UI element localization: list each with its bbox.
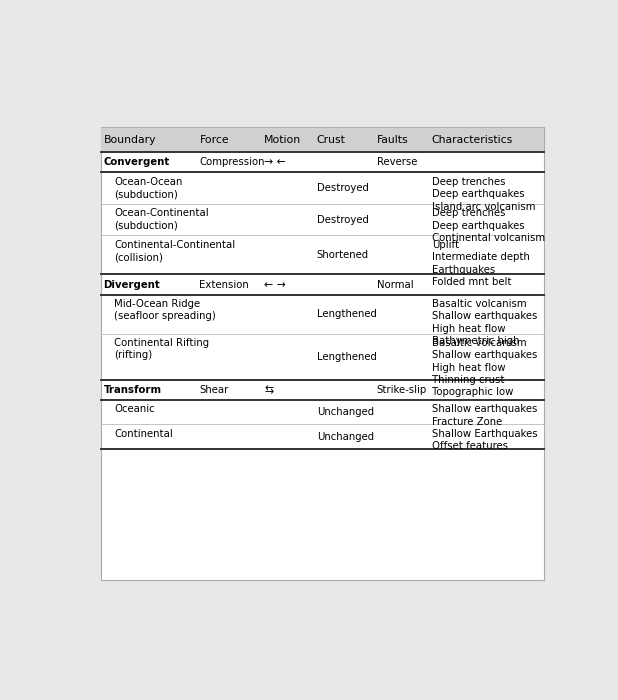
Text: Continental Rifting
(rifting): Continental Rifting (rifting)	[114, 338, 210, 360]
Text: Basaltic volcanism
Shallow earthquakes
High heat flow
Bathymetric high: Basaltic volcanism Shallow earthquakes H…	[431, 299, 537, 346]
Text: Strike-slip: Strike-slip	[376, 385, 427, 395]
Text: ⇆: ⇆	[264, 385, 273, 395]
Text: Ocean-Continental
(subduction): Ocean-Continental (subduction)	[114, 208, 209, 230]
Text: Deep trenches
Deep earthquakes
Island arc volcanism: Deep trenches Deep earthquakes Island ar…	[431, 176, 535, 211]
Text: Basaltic volcanism
Shallow earthquakes
High heat flow
Thinning crust
Topographic: Basaltic volcanism Shallow earthquakes H…	[431, 338, 537, 398]
Text: Shallow earthquakes
Fracture Zone: Shallow earthquakes Fracture Zone	[431, 405, 537, 427]
Text: Shallow Earthquakes
Offset features: Shallow Earthquakes Offset features	[431, 428, 537, 451]
Text: Normal: Normal	[376, 279, 413, 290]
Text: Destroyed: Destroyed	[317, 215, 368, 225]
Text: Characteristics: Characteristics	[431, 134, 513, 144]
Text: Transform: Transform	[104, 385, 162, 395]
Text: Extension: Extension	[200, 279, 249, 290]
Text: Motion: Motion	[264, 134, 301, 144]
Text: Mid-Ocean Ridge
(seafloor spreading): Mid-Ocean Ridge (seafloor spreading)	[114, 299, 216, 321]
Text: Convergent: Convergent	[104, 158, 170, 167]
Text: Unchanged: Unchanged	[317, 431, 374, 442]
FancyBboxPatch shape	[101, 127, 544, 152]
Text: Destroyed: Destroyed	[317, 183, 368, 193]
Text: Lengthened: Lengthened	[317, 309, 376, 319]
Text: Ocean-Ocean
(subduction): Ocean-Ocean (subduction)	[114, 176, 182, 199]
Text: Force: Force	[200, 134, 229, 144]
Text: Uplift
Intermediate depth
Earthquakes
Folded mnt belt: Uplift Intermediate depth Earthquakes Fo…	[431, 240, 530, 287]
Text: ← →: ← →	[264, 279, 286, 290]
Text: Faults: Faults	[376, 134, 408, 144]
Text: Reverse: Reverse	[376, 158, 417, 167]
Text: Unchanged: Unchanged	[317, 407, 374, 417]
Text: Compression: Compression	[200, 158, 265, 167]
Text: Shortened: Shortened	[317, 250, 369, 260]
Text: Continental-Continental
(collision): Continental-Continental (collision)	[114, 240, 235, 262]
Text: Continental: Continental	[114, 428, 173, 439]
FancyBboxPatch shape	[101, 127, 544, 580]
Text: Crust: Crust	[317, 134, 345, 144]
Text: Shear: Shear	[200, 385, 229, 395]
Text: Lengthened: Lengthened	[317, 351, 376, 362]
Text: Oceanic: Oceanic	[114, 405, 154, 414]
Text: Boundary: Boundary	[104, 134, 156, 144]
Text: Divergent: Divergent	[104, 279, 160, 290]
Text: Deep trenches
Deep earthquakes
Continental volcanism: Deep trenches Deep earthquakes Continent…	[431, 208, 545, 243]
Text: → ←: → ←	[264, 158, 286, 167]
